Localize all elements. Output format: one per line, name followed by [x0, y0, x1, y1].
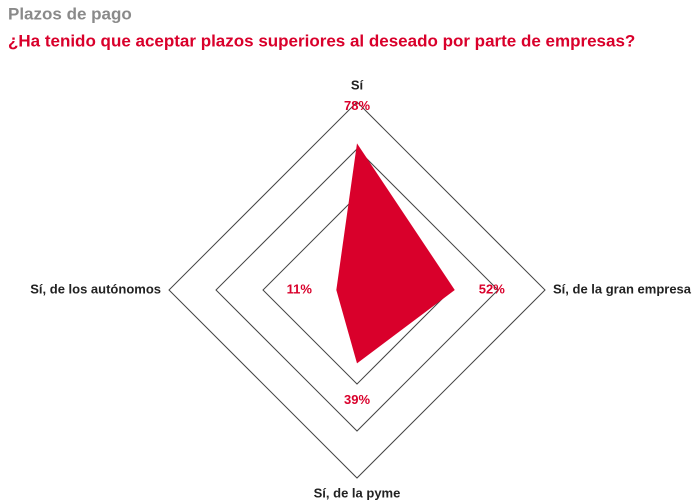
- category-label: Sí: [351, 77, 364, 92]
- value-label: 52%: [479, 281, 505, 296]
- chart-subtitle: ¿Ha tenido que aceptar plazos superiores…: [8, 31, 635, 50]
- value-label: 11%: [287, 281, 313, 296]
- category-label: Sí, de la gran empresa: [553, 281, 692, 296]
- category-label: Sí, de la pyme: [314, 485, 401, 500]
- radar-area: [336, 143, 455, 364]
- chart-title: Plazos de pago: [8, 4, 132, 23]
- grid-ring: [168, 101, 546, 479]
- grid-ring: [215, 148, 499, 432]
- value-label: 39%: [344, 392, 370, 407]
- category-label: Sí, de los autónomos: [30, 281, 161, 296]
- value-label: 78%: [344, 98, 370, 113]
